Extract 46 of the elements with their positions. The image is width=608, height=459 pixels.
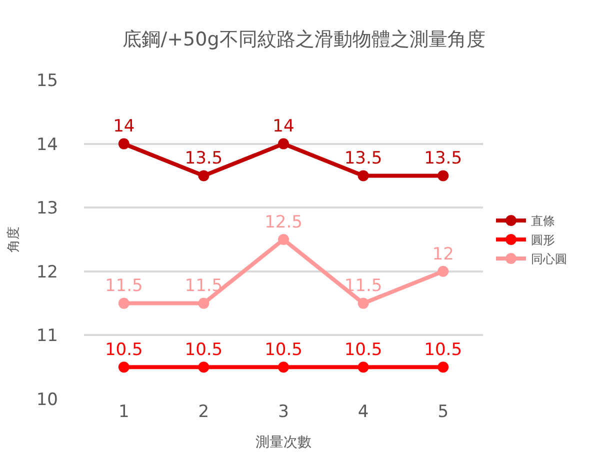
legend-label: 同心圓 [530, 252, 567, 266]
x-tick-label: 5 [438, 402, 449, 422]
x-tick-label: 3 [278, 402, 289, 422]
x-tick-label: 2 [198, 402, 210, 422]
point [198, 298, 210, 309]
x-tick-label: 4 [358, 402, 369, 422]
point [118, 138, 130, 150]
point [358, 170, 369, 182]
data-label: 12.5 [264, 212, 302, 232]
data-label: 12 [432, 244, 454, 264]
data-label: 13.5 [184, 148, 223, 169]
y-axis-title: 角度 [5, 226, 22, 252]
point [278, 362, 289, 373]
data-label: 11.5 [344, 276, 382, 296]
y-tick-label: 15 [36, 70, 58, 91]
point [438, 266, 449, 277]
data-label: 13.5 [344, 148, 382, 169]
point [198, 362, 210, 373]
point [118, 362, 130, 373]
point [198, 170, 210, 182]
y-tick-label: 12 [36, 262, 58, 282]
y-tick-label: 14 [36, 134, 58, 155]
point [278, 138, 289, 150]
data-label: 10.5 [264, 340, 302, 360]
data-label: 14 [113, 116, 135, 137]
data-label: 10.5 [184, 340, 223, 360]
point [438, 362, 449, 373]
y-tick-label: 13 [36, 198, 58, 219]
point [278, 234, 289, 245]
y-tick-label: 10 [36, 390, 58, 410]
legend-label: 直條 [530, 214, 555, 228]
point [438, 170, 449, 182]
point [358, 298, 369, 309]
legend-label: 圓形 [530, 233, 555, 248]
x-tick-label: 1 [118, 402, 130, 422]
data-label: 10.5 [104, 340, 143, 360]
chart-title: 底鋼/+50g不同紋路之滑動物體之測量角度 [122, 28, 486, 50]
data-label: 10.5 [424, 340, 462, 360]
point [358, 362, 369, 373]
y-tick-label: 11 [36, 326, 58, 346]
data-label: 14 [272, 116, 294, 137]
data-label: 11.5 [104, 276, 143, 296]
data-label: 10.5 [344, 340, 382, 360]
point [118, 298, 130, 309]
data-label: 13.5 [424, 148, 462, 169]
x-axis-title: 測量次數 [256, 434, 312, 450]
